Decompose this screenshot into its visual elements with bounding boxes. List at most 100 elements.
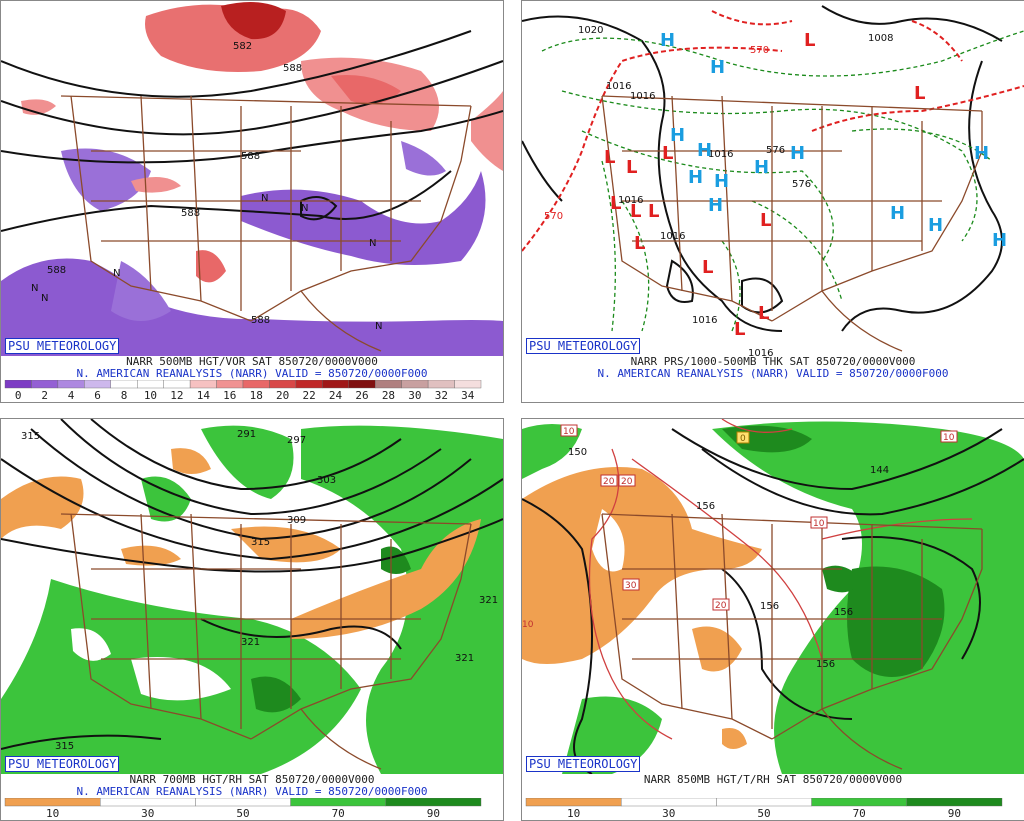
low-pressure-symbol: L <box>648 201 659 222</box>
temp-label: 20 <box>621 477 633 487</box>
panel2-contour-labels: 1020 1016 1016 1016 1016 1016 1016 1016 … <box>544 25 893 356</box>
map-surface-pressure: 1020 1016 1016 1016 1016 1016 1016 1016 … <box>522 1 1024 356</box>
contour-label: 309 <box>287 515 306 526</box>
high-pressure-symbol: H <box>688 167 703 188</box>
contour-label: 588 <box>251 315 270 326</box>
high-pressure-symbol: H <box>928 215 943 236</box>
colorbar-swatch <box>84 380 111 389</box>
colorbar-swatch <box>4 798 101 807</box>
colorbar-swatch <box>195 798 291 807</box>
colorbar-swatch <box>906 798 1003 807</box>
panel4-contour-labels: 150 156 144 156 156 156 <box>568 447 889 670</box>
colorbar-tick-label: 18 <box>250 389 263 402</box>
panel-surface-pressure: 1020 1016 1016 1016 1016 1016 1016 1016 … <box>521 0 1024 403</box>
contour-label: 156 <box>696 501 715 512</box>
contour-label: 315 <box>21 431 40 442</box>
colorbar-tick-label: 70 <box>853 807 866 820</box>
high-pressure-symbol: H <box>708 195 723 216</box>
contour-label: 321 <box>241 637 260 648</box>
temp-label: 0 <box>740 434 746 444</box>
colorbar-swatch <box>401 380 429 389</box>
colorbar-swatch <box>4 380 32 389</box>
low-pressure-symbol: L <box>662 143 673 164</box>
colorbar-swatch <box>811 798 908 807</box>
colorbar-swatch <box>525 798 622 807</box>
contour-label: 588 <box>283 63 302 74</box>
contour-label: 588 <box>181 208 200 219</box>
colorbar-tick-label: 24 <box>329 389 343 402</box>
colorbar-swatch <box>163 380 191 389</box>
colorbar-swatch <box>110 380 138 389</box>
low-pressure-symbol: L <box>610 193 621 214</box>
colorbar-tick-label: 10 <box>46 807 59 820</box>
contour-label: N <box>31 283 38 294</box>
temp-label: 10 <box>563 427 575 437</box>
temp-label: 10 <box>943 433 955 443</box>
colorbar-swatch <box>99 798 196 807</box>
contour-label: 321 <box>479 595 498 606</box>
contour-label: 303 <box>317 475 336 486</box>
colorbar-tick-label: 50 <box>236 807 249 820</box>
colorbar-swatch <box>620 798 717 807</box>
colorbar-tick-label: 28 <box>382 389 395 402</box>
contour-label: 1016 <box>660 231 685 242</box>
high-pressure-symbol: H <box>660 30 675 51</box>
panel-title: NARR PRS/1000-500MB THK SAT 850720/0000V… <box>630 355 916 368</box>
low-pressure-symbol: L <box>702 257 713 278</box>
colorbar-tick-label: 10 <box>567 807 580 820</box>
colorbar-tick-label: 0 <box>15 389 22 402</box>
high-pressure-symbol: H <box>790 143 805 164</box>
colorbar-swatch <box>385 798 482 807</box>
panel-subtitle: N. AMERICAN REANALYSIS (NARR) VALID = 85… <box>597 367 949 380</box>
contour-label: 321 <box>455 653 474 664</box>
contour-label: 1016 <box>630 91 655 102</box>
high-pressure-symbol: H <box>714 171 729 192</box>
temp-label: 20 <box>715 601 727 611</box>
low-pressure-symbol: L <box>734 319 745 340</box>
temp-label: 20 <box>603 477 615 487</box>
temp-label: 30 <box>625 581 637 591</box>
colorbar-tick-label: 30 <box>141 807 154 820</box>
contour-label: 150 <box>568 447 587 458</box>
contour-label: 1016 <box>708 149 733 160</box>
panel-title: NARR 500MB HGT/VOR SAT 850720/0000V000 <box>126 355 378 368</box>
contour-label: 570 <box>750 45 769 56</box>
psu-meteorology-badge: PSU METEOROLOGY <box>526 756 641 772</box>
low-pressure-symbol: L <box>630 201 641 222</box>
vorticity-colorbar: 0 2 4 6 8 10 12 14 16 18 20 22 24 26 28 30 32 34 <box>4 380 482 402</box>
colorbar-tick-label: 6 <box>94 389 101 402</box>
panel-850mb-temp-rh: 150 156 144 156 156 156 10 20 20 30 20 1… <box>521 418 1024 821</box>
high-pressure-symbol: H <box>974 143 989 164</box>
colorbar-swatch <box>375 380 402 389</box>
psu-meteorology-badge: PSU METEOROLOGY <box>5 756 120 772</box>
temp-label: 10 <box>813 519 825 529</box>
panel1-contour-labels: 582 588 588 588 588 588 N N N N N N N <box>31 41 382 332</box>
colorbar-tick-label: 8 <box>121 389 128 402</box>
high-pressure-symbol: H <box>710 57 725 78</box>
colorbar-tick-label: 14 <box>197 389 211 402</box>
contour-label: 1016 <box>606 81 631 92</box>
contour-label: 156 <box>816 659 835 670</box>
low-pressure-symbol: L <box>804 30 815 51</box>
colorbar-swatch <box>322 380 349 389</box>
panel-subtitle: N. AMERICAN REANALYSIS (NARR) VALID = 85… <box>76 367 428 380</box>
colorbar-tick-label: 70 <box>332 807 345 820</box>
low-pressure-symbol: L <box>914 83 925 104</box>
contour-label: N <box>369 238 376 249</box>
rh-colorbar: 10 30 50 70 90 <box>525 798 1003 820</box>
colorbar-tick-label: 32 <box>435 389 448 402</box>
psu-meteorology-badge: PSU METEOROLOGY <box>5 338 120 354</box>
contour-label: 1020 <box>578 25 603 36</box>
temp-label: 10 <box>522 620 534 630</box>
contour-label: 576 <box>766 145 785 156</box>
high-pressure-symbol: H <box>670 125 685 146</box>
panel-subtitle: N. AMERICAN REANALYSIS (NARR) VALID = 85… <box>76 785 428 798</box>
colorbar-swatch <box>454 380 482 389</box>
high-pressure-symbol: H <box>754 157 769 178</box>
contour-label: N <box>375 321 382 332</box>
panel-title: NARR 700MB HGT/RH SAT 850720/0000V000 <box>129 773 375 786</box>
high-pressure-symbol: H <box>890 203 905 224</box>
colorbar-swatch <box>269 380 297 389</box>
contour-label: 156 <box>834 607 853 618</box>
